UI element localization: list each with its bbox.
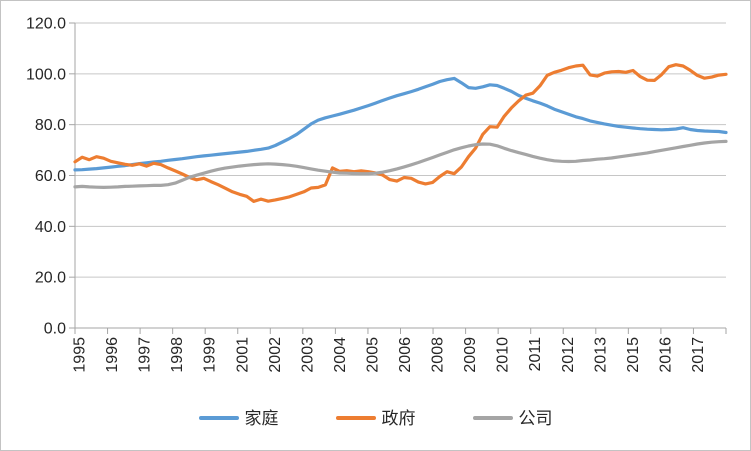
x-tick-label: 1995 [72, 337, 89, 373]
y-tick-label: 60.0 [35, 168, 66, 185]
x-tick-label: 1998 [169, 337, 186, 373]
legend-label-household: 家庭 [244, 408, 279, 428]
x-tick-label: 2009 [462, 337, 479, 373]
y-tick-label: 0.0 [44, 321, 66, 338]
x-tick-label: 2002 [267, 337, 284, 373]
x-tick-label: 2005 [364, 337, 381, 373]
series-line-company [73, 139, 728, 189]
x-tick-label: 1996 [104, 337, 121, 373]
x-tick-label: 2008 [430, 337, 447, 373]
x-tick-label: 2015 [625, 337, 642, 373]
series-line-government [73, 63, 728, 203]
y-tick-label: 20.0 [35, 270, 66, 287]
legend-item-government: 政府 [335, 408, 416, 428]
y-tick-label: 100.0 [26, 66, 66, 83]
x-tick-label: 2016 [657, 337, 674, 373]
x-tick-label: 2010 [495, 337, 512, 373]
series-line-household [73, 76, 728, 172]
legend: 家庭 政府 公司 [0, 403, 751, 433]
x-tick-label: 1999 [202, 337, 219, 373]
x-tick-label: 2004 [332, 337, 349, 373]
y-tick-label: 120.0 [26, 16, 66, 33]
x-tick-label: 2017 [690, 337, 707, 373]
y-tick-label: 40.0 [35, 219, 66, 236]
legend-swatch-company-line [472, 416, 513, 420]
y-tick-label: 80.0 [35, 117, 66, 134]
legend-label-government: 政府 [381, 408, 416, 428]
legend-item-household: 家庭 [198, 408, 279, 428]
x-tick-label: 2003 [299, 337, 316, 373]
legend-label-company: 公司 [518, 408, 553, 428]
x-tick-label: 1997 [137, 337, 154, 373]
legend-swatch-government-line [335, 416, 376, 420]
x-tick-label: 2011 [527, 337, 544, 372]
x-tick-label: 2012 [560, 337, 577, 373]
x-tick-label: 2006 [397, 337, 414, 373]
legend-swatch-household-line [198, 416, 239, 420]
legend-item-company: 公司 [472, 408, 553, 428]
x-tick-label: 2001 [234, 337, 251, 373]
x-tick-label: 2013 [592, 337, 609, 373]
